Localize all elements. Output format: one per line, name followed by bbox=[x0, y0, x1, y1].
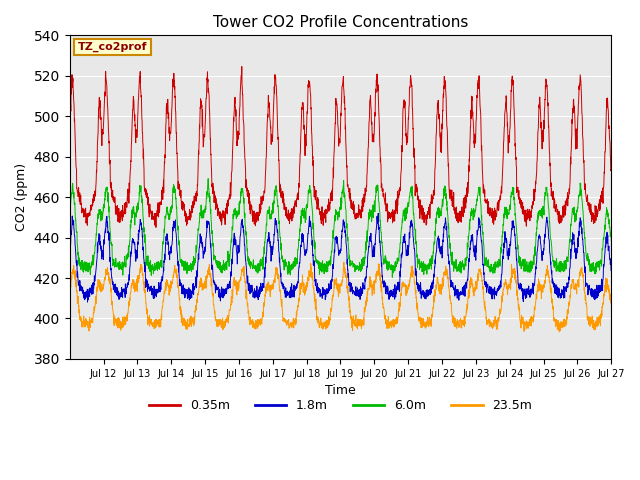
0.35m bbox=[504, 130, 511, 135]
23.5m bbox=[607, 301, 615, 307]
23.5m bbox=[504, 292, 511, 298]
6.0m bbox=[504, 210, 511, 216]
1.8m bbox=[374, 210, 382, 216]
X-axis label: Time: Time bbox=[325, 384, 356, 397]
Title: Tower CO2 Profile Concentrations: Tower CO2 Profile Concentrations bbox=[212, 15, 468, 30]
6.0m bbox=[534, 215, 542, 220]
Text: TZ_co2prof: TZ_co2prof bbox=[78, 42, 147, 52]
23.5m bbox=[534, 286, 542, 291]
Line: 0.35m: 0.35m bbox=[70, 67, 611, 228]
Line: 6.0m: 6.0m bbox=[70, 179, 611, 277]
1.8m bbox=[84, 299, 92, 305]
6.0m bbox=[607, 238, 615, 243]
1.8m bbox=[66, 249, 74, 255]
0.35m bbox=[373, 83, 381, 89]
6.0m bbox=[600, 233, 608, 239]
6.0m bbox=[237, 193, 244, 199]
23.5m bbox=[120, 321, 127, 326]
1.8m bbox=[607, 268, 615, 274]
0.35m bbox=[120, 209, 127, 215]
6.0m bbox=[204, 176, 212, 181]
6.0m bbox=[120, 260, 127, 265]
6.0m bbox=[66, 207, 74, 213]
23.5m bbox=[373, 268, 381, 274]
23.5m bbox=[556, 329, 563, 335]
23.5m bbox=[237, 275, 244, 280]
0.35m bbox=[600, 177, 608, 182]
Legend: 0.35m, 1.8m, 6.0m, 23.5m: 0.35m, 1.8m, 6.0m, 23.5m bbox=[143, 395, 538, 418]
Line: 1.8m: 1.8m bbox=[70, 213, 611, 302]
0.35m bbox=[237, 81, 244, 86]
0.35m bbox=[607, 168, 615, 173]
6.0m bbox=[373, 182, 381, 188]
23.5m bbox=[66, 288, 74, 294]
1.8m bbox=[600, 263, 608, 268]
1.8m bbox=[373, 214, 381, 219]
6.0m bbox=[388, 275, 396, 280]
1.8m bbox=[504, 248, 511, 254]
1.8m bbox=[120, 286, 128, 291]
1.8m bbox=[237, 227, 244, 232]
Line: 23.5m: 23.5m bbox=[70, 262, 611, 332]
0.35m bbox=[238, 64, 246, 70]
Y-axis label: CO2 (ppm): CO2 (ppm) bbox=[15, 163, 28, 231]
0.35m bbox=[152, 225, 160, 230]
0.35m bbox=[66, 123, 74, 129]
23.5m bbox=[600, 293, 608, 299]
1.8m bbox=[534, 237, 542, 243]
23.5m bbox=[340, 259, 348, 265]
0.35m bbox=[534, 125, 542, 131]
